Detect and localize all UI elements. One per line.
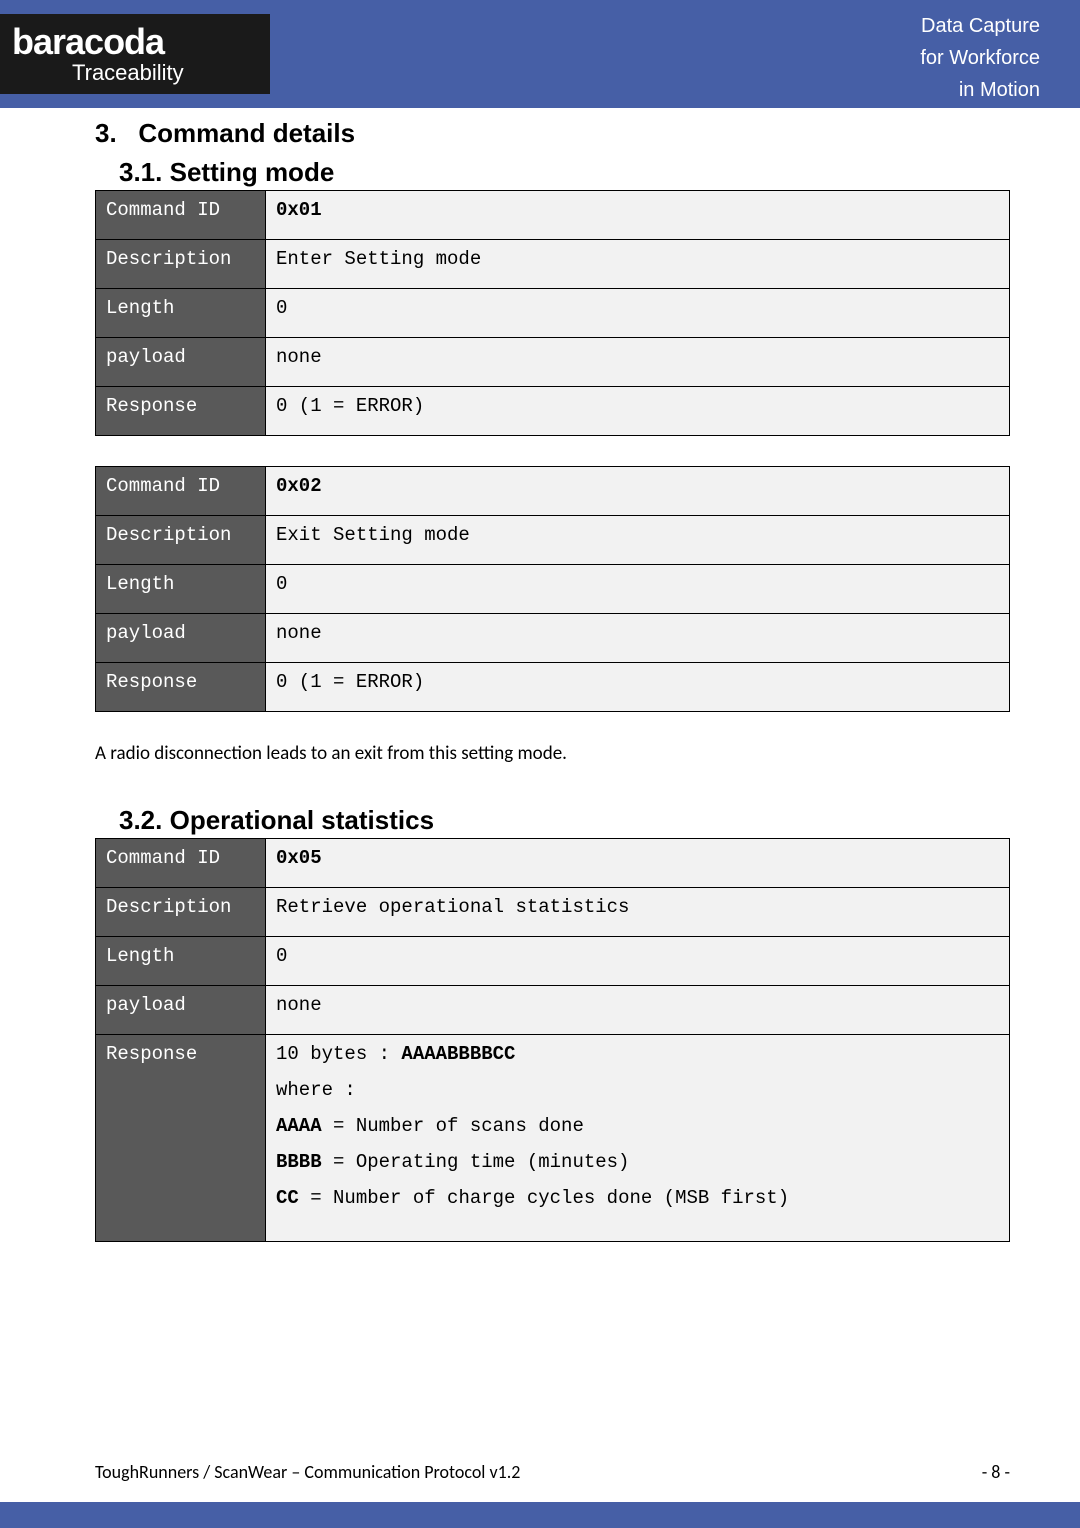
table-row: Description Enter Setting mode — [96, 240, 1010, 289]
value-description: Enter Setting mode — [266, 240, 1010, 289]
value-command-id: 0x02 — [266, 467, 1010, 516]
value-payload: none — [266, 614, 1010, 663]
h1-num: 3. — [95, 118, 117, 148]
table-row: payload none — [96, 338, 1010, 387]
value-length: 0 — [266, 565, 1010, 614]
response-line-4: BBBB = Operating time (minutes) — [276, 1151, 999, 1173]
label-length: Length — [96, 289, 266, 338]
table-row: Command ID 0x05 — [96, 839, 1010, 888]
response-line-2: where : — [276, 1079, 999, 1101]
value-response: 10 bytes : AAAABBBBCC where : AAAA = Num… — [266, 1035, 1010, 1242]
table-row: Length 0 — [96, 937, 1010, 986]
footer-strip — [0, 1502, 1080, 1528]
command-table-0x01: Command ID 0x01 Description Enter Settin… — [95, 190, 1010, 436]
label-command-id: Command ID — [96, 467, 266, 516]
page-footer: ToughRunners / ScanWear – Communication … — [95, 1461, 1010, 1483]
section-heading: 3. Command details — [95, 118, 1010, 149]
table-row: Response 0 (1 = ERROR) — [96, 387, 1010, 436]
value-payload: none — [266, 338, 1010, 387]
label-response: Response — [96, 1035, 266, 1242]
response-line-1: 10 bytes : AAAABBBBCC — [276, 1043, 999, 1065]
label-command-id: Command ID — [96, 839, 266, 888]
label-command-id: Command ID — [96, 191, 266, 240]
table-row: Command ID 0x01 — [96, 191, 1010, 240]
header-tagline: Data Capture for Workforce in Motion — [920, 10, 1040, 106]
table-row: Description Retrieve operational statist… — [96, 888, 1010, 937]
logo-main: baracoda — [12, 24, 270, 60]
label-payload: payload — [96, 986, 266, 1035]
table-row: Length 0 — [96, 565, 1010, 614]
label-payload: payload — [96, 614, 266, 663]
value-length: 0 — [266, 289, 1010, 338]
label-length: Length — [96, 937, 266, 986]
table-row: Command ID 0x02 — [96, 467, 1010, 516]
value-description: Exit Setting mode — [266, 516, 1010, 565]
command-table-0x05: Command ID 0x05 Description Retrieve ope… — [95, 838, 1010, 1242]
label-length: Length — [96, 565, 266, 614]
table-row: Length 0 — [96, 289, 1010, 338]
content-area: 3. Command details 3.1. Setting mode Com… — [95, 118, 1010, 1272]
table-row: Response 10 bytes : AAAABBBBCC where : A… — [96, 1035, 1010, 1242]
value-payload: none — [266, 986, 1010, 1035]
table-row: Description Exit Setting mode — [96, 516, 1010, 565]
tagline-line2: for Workforce — [920, 42, 1040, 74]
response-line-5: CC = Number of charge cycles done (MSB f… — [276, 1187, 999, 1209]
header-band: baracoda Traceability Data Capture for W… — [0, 0, 1080, 108]
table-row: payload none — [96, 986, 1010, 1035]
table-row: Response 0 (1 = ERROR) — [96, 663, 1010, 712]
h2b-num: 3.2. — [119, 805, 162, 835]
subsection-heading-setting-mode: 3.1. Setting mode — [119, 157, 1010, 188]
footer-left: ToughRunners / ScanWear – Communication … — [95, 1461, 520, 1483]
page: baracoda Traceability Data Capture for W… — [0, 0, 1080, 1528]
footer-right: - 8 - — [982, 1461, 1010, 1483]
h2a-text: Setting mode — [170, 157, 335, 187]
value-response: 0 (1 = ERROR) — [266, 387, 1010, 436]
subsection-heading-operational-stats: 3.2. Operational statistics — [119, 805, 1010, 836]
label-payload: payload — [96, 338, 266, 387]
logo-sub: Traceability — [72, 62, 270, 84]
h2b-text: Operational statistics — [170, 805, 434, 835]
value-command-id: 0x01 — [266, 191, 1010, 240]
command-table-0x02: Command ID 0x02 Description Exit Setting… — [95, 466, 1010, 712]
label-description: Description — [96, 240, 266, 289]
value-response: 0 (1 = ERROR) — [266, 663, 1010, 712]
value-description: Retrieve operational statistics — [266, 888, 1010, 937]
table-row: payload none — [96, 614, 1010, 663]
response-line-3: AAAA = Number of scans done — [276, 1115, 999, 1137]
h1-text: Command details — [138, 118, 355, 148]
tagline-line3: in Motion — [920, 74, 1040, 106]
h2a-num: 3.1. — [119, 157, 162, 187]
note-text: A radio disconnection leads to an exit f… — [95, 742, 1010, 765]
logo-box: baracoda Traceability — [0, 14, 270, 94]
value-command-id: 0x05 — [266, 839, 1010, 888]
label-description: Description — [96, 888, 266, 937]
tagline-line1: Data Capture — [920, 10, 1040, 42]
label-response: Response — [96, 387, 266, 436]
label-description: Description — [96, 516, 266, 565]
label-response: Response — [96, 663, 266, 712]
value-length: 0 — [266, 937, 1010, 986]
